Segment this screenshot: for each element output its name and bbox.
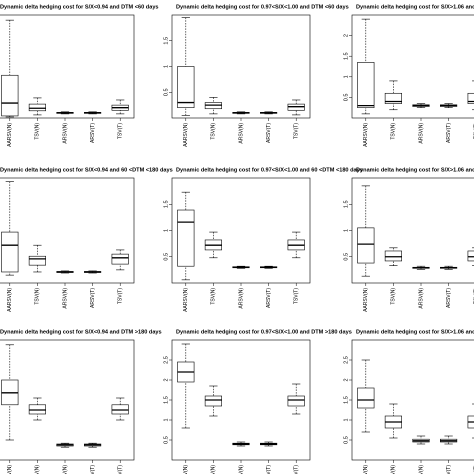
x-tick-label: TSV(T) <box>118 288 124 304</box>
x-tick-label: AARSV(N) <box>363 288 369 312</box>
x-tick-label: AARSV(N) <box>183 288 189 312</box>
x-tick-label: AARSV(N) <box>7 123 13 147</box>
y-tick-label: 1.5 <box>163 200 169 208</box>
y-tick-label: 0.5 <box>343 253 349 261</box>
y-tick-label: 1.5 <box>343 396 349 404</box>
chart-title: Dynamic delta hedging cost for S/X<0.94 … <box>0 329 162 335</box>
y-tick-label: 2 <box>343 34 349 37</box>
x-tick-label: AARSV(N) <box>363 465 369 474</box>
box <box>384 92 402 104</box>
y-tick-label: 0.5 <box>343 436 349 444</box>
box <box>111 253 129 265</box>
x-tick-label: ARSV(T) <box>446 123 452 143</box>
y-tick-label: 1.5 <box>343 200 349 208</box>
y-tick-label: 1 <box>343 418 349 421</box>
chart-title: Dynamic delta hedging cost for S/X>1.06 … <box>356 167 474 173</box>
box <box>177 209 195 267</box>
box <box>28 103 46 112</box>
x-tick-label: ARSV(T) <box>90 123 96 143</box>
x-tick-label: ARSV(N) <box>62 123 68 144</box>
box <box>467 92 474 104</box>
plot-frame <box>0 339 135 461</box>
y-tick-label: 2.5 <box>163 356 169 364</box>
box <box>357 227 375 264</box>
x-tick-label: TSV(N) <box>35 288 41 305</box>
box <box>384 250 402 262</box>
chart-title: Dynamic delta hedging cost for S/X>1.06 … <box>356 4 474 10</box>
x-tick-label: TSV(T) <box>118 465 124 474</box>
x-tick-label: AARSV(N) <box>7 465 13 474</box>
box <box>1 231 19 273</box>
y-tick-label: 0.5 <box>163 436 169 444</box>
y-tick-label: 0.5 <box>163 253 169 261</box>
box <box>287 395 305 407</box>
x-tick-label: TSV(N) <box>391 465 397 474</box>
y-tick-label: 1.5 <box>163 396 169 404</box>
x-tick-label: TSV(N) <box>211 123 217 140</box>
y-tick-label: 2 <box>163 378 169 381</box>
box <box>177 66 195 109</box>
box <box>467 250 474 262</box>
chart-title: Dynamic delta hedging cost for 0.97<S/X<… <box>176 329 352 335</box>
plot-frame <box>0 177 135 284</box>
plot-frame <box>0 14 135 119</box>
x-tick-label: TSV(T) <box>118 123 124 139</box>
chart-title: Dynamic delta hedging cost for 0.97<S/X<… <box>176 4 349 10</box>
x-tick-label: ARSV(T) <box>446 465 452 474</box>
x-tick-label: TSV(N) <box>35 465 41 474</box>
box <box>28 255 46 266</box>
x-tick-label: TSV(T) <box>294 288 300 304</box>
x-tick-label: TSV(N) <box>211 288 217 305</box>
x-tick-label: TSV(N) <box>391 288 397 305</box>
x-tick-label: ARSV(T) <box>446 288 452 308</box>
y-tick-label: 1 <box>343 75 349 78</box>
x-tick-label: TSV(N) <box>35 123 41 140</box>
x-tick-label: ARSV(N) <box>418 465 424 474</box>
x-tick-label: AARSV(N) <box>7 288 13 312</box>
x-tick-label: TSV(N) <box>211 465 217 474</box>
y-tick-label: 1 <box>163 418 169 421</box>
x-tick-label: ARSV(N) <box>238 123 244 144</box>
y-tick-label: 1 <box>343 229 349 232</box>
chart-title: Dynamic delta hedging cost for S/X>1.06 … <box>356 329 474 335</box>
box <box>1 74 19 117</box>
chart-title: Dynamic delta hedging cost for S/X<0.94 … <box>0 4 159 10</box>
x-tick-label: ARSV(N) <box>418 123 424 144</box>
box <box>357 62 375 109</box>
y-tick-label: 1.5 <box>343 52 349 60</box>
x-tick-label: AARSV(N) <box>183 465 189 474</box>
x-tick-label: ARSV(T) <box>266 123 272 143</box>
x-tick-label: TSV(N) <box>391 123 397 140</box>
y-tick-label: 0.5 <box>163 88 169 96</box>
x-tick-label: ARSV(N) <box>62 465 68 474</box>
x-tick-label: ARSV(N) <box>418 288 424 309</box>
x-tick-label: ARSV(N) <box>62 288 68 309</box>
box <box>204 395 222 407</box>
x-tick-label: TSV(T) <box>294 123 300 139</box>
x-tick-label: ARSV(N) <box>238 288 244 309</box>
x-tick-label: ARSV(T) <box>266 288 272 308</box>
x-tick-label: TSV(T) <box>294 465 300 474</box>
box <box>357 387 375 409</box>
x-tick-label: AARSV(N) <box>363 123 369 147</box>
x-tick-label: ARSV(N) <box>238 465 244 474</box>
y-tick-label: 2 <box>343 378 349 381</box>
chart-title: Dynamic delta hedging cost for S/X<0.94 … <box>0 167 173 173</box>
y-tick-label: 2.5 <box>343 356 349 364</box>
y-tick-label: 1 <box>163 65 169 68</box>
y-tick-label: 1.5 <box>163 37 169 45</box>
y-tick-label: 1 <box>163 229 169 232</box>
x-tick-label: ARSV(T) <box>266 465 272 474</box>
x-tick-label: ARSV(T) <box>90 465 96 474</box>
chart-title: Dynamic delta hedging cost for 0.97<S/X<… <box>176 167 363 173</box>
x-tick-label: AARSV(N) <box>183 123 189 147</box>
y-tick-label: 0.5 <box>343 94 349 102</box>
x-tick-label: ARSV(T) <box>90 288 96 308</box>
